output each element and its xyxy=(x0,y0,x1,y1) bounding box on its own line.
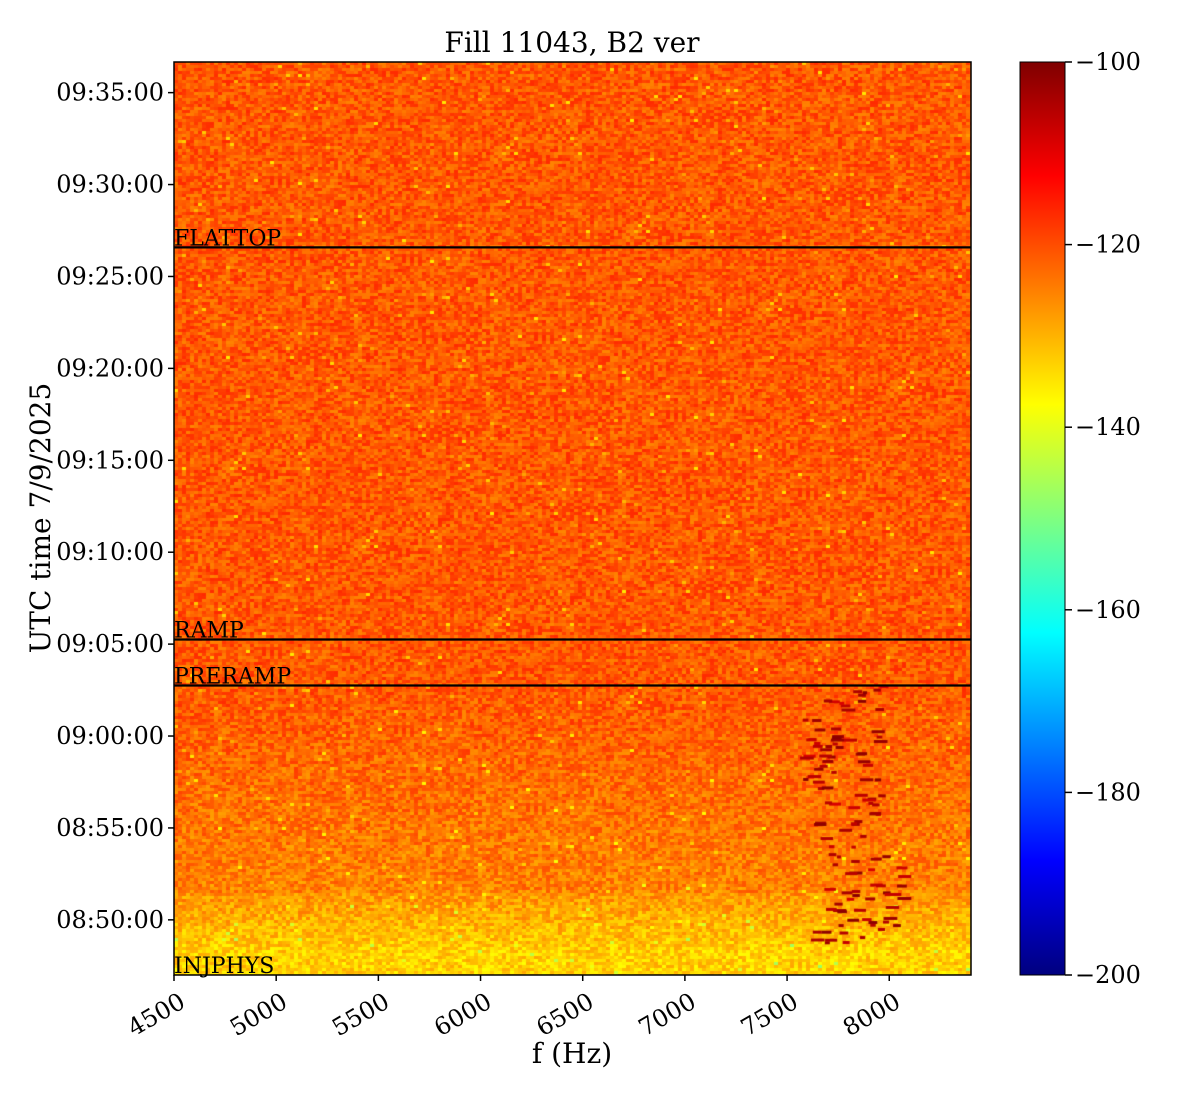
y-axis-label: UTC time 7/9/2025 xyxy=(24,383,57,654)
y-tick-label: 09:10:00 xyxy=(56,538,164,566)
x-tick-label: 6500 xyxy=(532,987,599,1042)
x-tick-label: 8000 xyxy=(838,987,905,1042)
y-tick-label: 09:15:00 xyxy=(56,446,164,474)
colorbar-tick-label: −200 xyxy=(1075,961,1141,989)
y-tick-label: 08:50:00 xyxy=(56,906,164,934)
x-axis-label: f (Hz) xyxy=(532,1037,612,1070)
spectrogram-heatmap xyxy=(174,62,971,975)
annotation-label: RAMP xyxy=(174,619,244,644)
x-tick-label: 6000 xyxy=(429,987,496,1042)
x-tick-label: 5000 xyxy=(225,987,292,1042)
colorbar-tick-label: −140 xyxy=(1075,413,1141,441)
x-tick-label: 5500 xyxy=(327,987,394,1042)
y-tick-label: 09:20:00 xyxy=(56,354,164,382)
x-tick-label: 7500 xyxy=(736,987,803,1042)
x-tick-label: 7000 xyxy=(634,987,701,1042)
y-tick-label: 09:30:00 xyxy=(56,171,164,199)
colorbar-tick-label: −100 xyxy=(1075,48,1141,76)
x-axis-ticks: 4500 5000 5500 6000 6500 7000 7500 8000 xyxy=(123,975,905,1042)
y-tick-label: 08:55:00 xyxy=(56,814,164,842)
annotation-label: PRERAMP xyxy=(174,664,291,689)
y-tick-label: 09:00:00 xyxy=(56,722,164,750)
y-tick-label: 09:25:00 xyxy=(56,262,164,290)
y-tick-label: 09:35:00 xyxy=(56,79,164,107)
annotation-label: FLATTOP xyxy=(174,226,281,251)
plot-frame xyxy=(173,61,972,976)
colorbar-tick-label: −160 xyxy=(1075,596,1141,624)
y-tick-label: 09:05:00 xyxy=(56,630,164,658)
colorbar-ticks: −100 −120 −140 −160 −180 −200 xyxy=(1065,48,1141,989)
colorbar-tick-label: −180 xyxy=(1075,778,1141,806)
y-axis-ticks: 08:50:00 08:55:00 09:00:00 09:05:00 09:10:00… xyxy=(56,79,174,934)
colorbar xyxy=(1019,61,1066,976)
x-tick-label: 4500 xyxy=(123,987,190,1042)
spectrogram-image xyxy=(174,62,971,975)
chart-title: Fill 11043, B2 ver xyxy=(444,26,700,59)
colorbar-tick-label: −120 xyxy=(1075,231,1141,259)
